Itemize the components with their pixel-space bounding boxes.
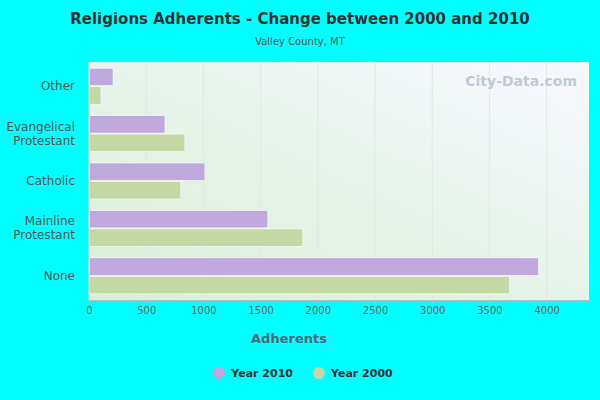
category-label: Catholic xyxy=(26,174,75,188)
bar xyxy=(89,229,303,246)
tick-mark xyxy=(261,300,262,304)
bar xyxy=(89,182,181,199)
bar xyxy=(89,116,165,133)
tick-label: 2000 xyxy=(306,305,331,316)
plot-area xyxy=(89,62,589,300)
tick-mark xyxy=(318,300,319,304)
axis-line xyxy=(89,63,90,301)
tick-mark xyxy=(203,300,204,304)
bar xyxy=(89,87,101,104)
tick: 1500 xyxy=(248,300,273,316)
legend-label: Year 2010 xyxy=(230,367,293,380)
tick-mark xyxy=(547,300,548,304)
legend: Year 2010 Year 2000 xyxy=(213,367,393,380)
tick: 0 xyxy=(86,300,92,316)
grid xyxy=(89,62,547,300)
legend-label: Year 2000 xyxy=(330,367,393,380)
category-label: EvangelicalProtestant xyxy=(6,120,75,148)
bar xyxy=(89,163,205,180)
subtitle: Valley County, MT xyxy=(255,36,346,47)
category-label: None xyxy=(44,269,75,283)
axis-line xyxy=(90,300,590,301)
tick: 3000 xyxy=(420,300,445,316)
axis-title: Adherents xyxy=(251,331,327,346)
tick-label: 3000 xyxy=(420,305,445,316)
bar xyxy=(89,68,113,85)
bar xyxy=(89,134,185,151)
bar xyxy=(89,258,539,275)
tick: 1000 xyxy=(191,300,216,316)
tick: 3500 xyxy=(477,300,502,316)
category-label: MainlineProtestant xyxy=(13,214,75,242)
tick: EvangelicalProtestant xyxy=(6,120,89,148)
tick: Other xyxy=(41,79,89,93)
category-label: Other xyxy=(41,79,75,93)
legend-item: Year 2010 xyxy=(213,367,293,380)
tick: MainlineProtestant xyxy=(13,214,89,242)
tick-label: 2500 xyxy=(363,305,388,316)
title: Religions Adherents - Change between 200… xyxy=(70,10,530,28)
tick: 4000 xyxy=(534,300,559,316)
legend-item: Year 2000 xyxy=(313,367,393,380)
bars xyxy=(89,68,539,294)
y-axis: Other EvangelicalProtestant Catholic Mainli… xyxy=(6,63,89,301)
tick-mark xyxy=(89,300,90,304)
grid-line xyxy=(546,62,547,300)
tick: None xyxy=(44,269,89,283)
tick-mark xyxy=(489,300,490,304)
tick-mark xyxy=(375,300,376,304)
tick-mark xyxy=(146,300,147,304)
tick-label: 3500 xyxy=(477,305,502,316)
tick-label: 4000 xyxy=(534,305,559,316)
tick-label: 1000 xyxy=(191,305,216,316)
watermark: City-Data.com xyxy=(465,73,577,89)
tick: 500 xyxy=(137,300,156,316)
chart: 0 500 1000 1500 2000 2500 3000 3500 4000 Other Eva… xyxy=(0,0,600,400)
bar xyxy=(89,276,510,293)
legend-swatch xyxy=(213,367,225,379)
tick-label: 500 xyxy=(137,305,156,316)
grid-line xyxy=(89,62,90,300)
tick: 2500 xyxy=(363,300,388,316)
tick: 2000 xyxy=(306,300,331,316)
tick: Catholic xyxy=(26,174,89,188)
tick-label: 0 xyxy=(86,305,92,316)
bar xyxy=(89,210,268,227)
tick-mark xyxy=(432,300,433,304)
legend-swatch xyxy=(313,367,325,379)
tick-label: 1500 xyxy=(248,305,273,316)
x-axis: 0 500 1000 1500 2000 2500 3000 3500 4000 xyxy=(86,300,589,316)
background xyxy=(0,0,600,400)
